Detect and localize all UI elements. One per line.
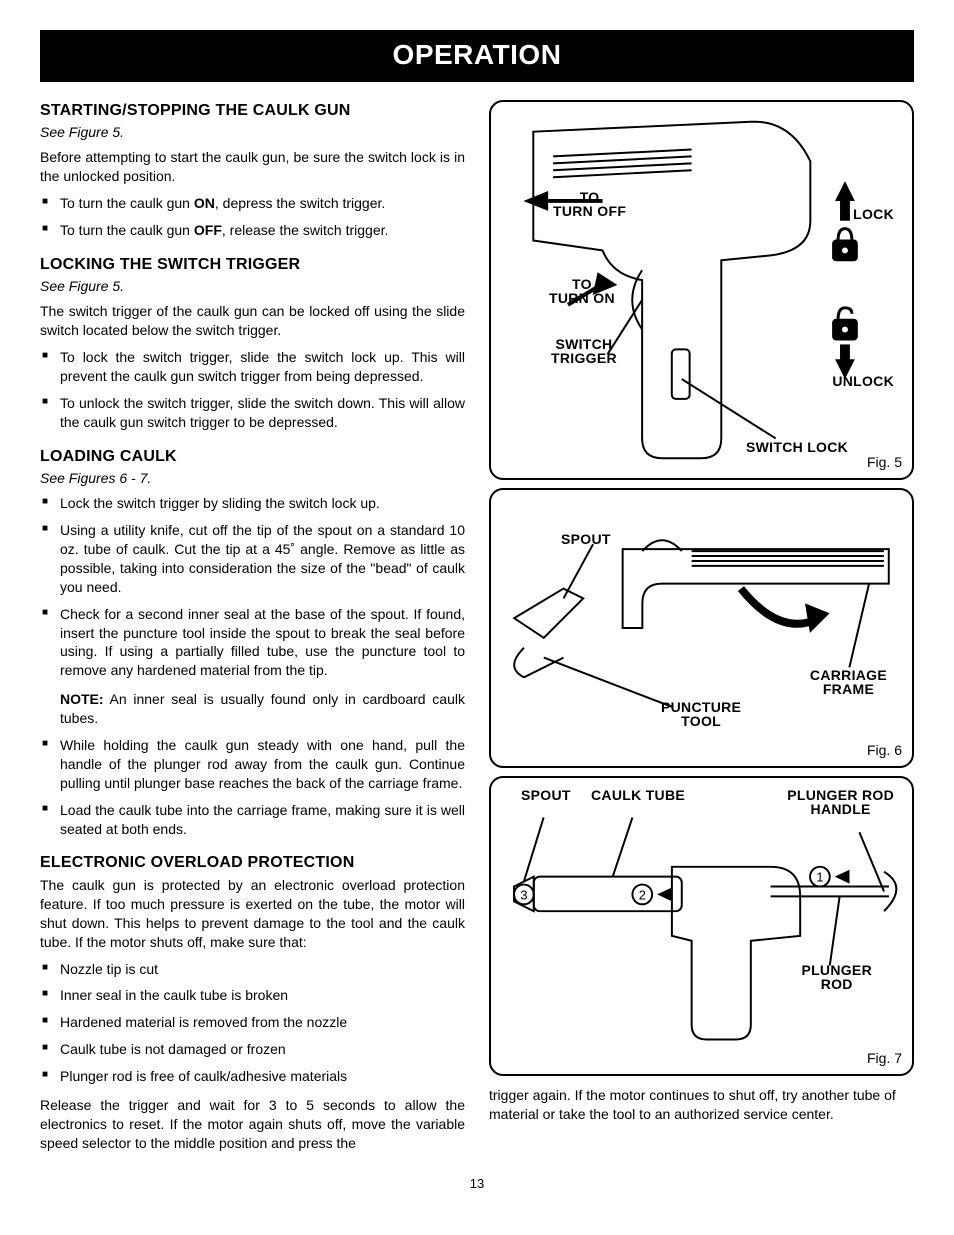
- list-item: Load the caulk tube into the carriage fr…: [40, 801, 465, 839]
- note-paragraph: NOTE: An inner seal is usually found onl…: [40, 690, 465, 728]
- right-column: TOTURN OFF TOTURN ON SWITCHTRIGGER LOCK …: [489, 100, 914, 1161]
- label-caulk-tube: CAULK TUBE: [591, 788, 685, 803]
- list-item: Caulk tube is not damaged or frozen: [40, 1040, 465, 1059]
- page-banner: OPERATION: [40, 30, 914, 82]
- list-item: Using a utility knife, cut off the tip o…: [40, 521, 465, 597]
- figure-7-illustration: 1 2 3: [491, 778, 912, 1074]
- label-spout: SPOUT: [561, 532, 611, 547]
- label-turn-off: TOTURN OFF: [553, 190, 626, 219]
- bullet-list: While holding the caulk gun steady with …: [40, 736, 465, 838]
- two-column-layout: STARTING/STOPPING THE CAULK GUN See Figu…: [40, 100, 914, 1161]
- paragraph: Release the trigger and wait for 3 to 5 …: [40, 1096, 465, 1153]
- list-item: Plunger rod is free of caulk/adhesive ma…: [40, 1067, 465, 1086]
- see-figure-ref: See Figures 6 - 7.: [40, 469, 465, 488]
- see-figure-ref: See Figure 5.: [40, 277, 465, 296]
- heading-loading-caulk: LOADING CAULK: [40, 446, 465, 468]
- list-item: Hardened material is removed from the no…: [40, 1013, 465, 1032]
- paragraph: The caulk gun is protected by an electro…: [40, 876, 465, 952]
- text-bold: ON: [194, 195, 215, 211]
- list-item: Lock the switch trigger by sliding the s…: [40, 494, 465, 513]
- note-label: NOTE:: [60, 691, 104, 707]
- list-item: Nozzle tip is cut: [40, 960, 465, 979]
- see-figure-ref: See Figure 5.: [40, 123, 465, 142]
- label-switch-trigger: SWITCHTRIGGER: [551, 337, 617, 366]
- list-item: To unlock the switch trigger, slide the …: [40, 394, 465, 432]
- figure-caption: Fig. 7: [867, 1049, 902, 1068]
- list-item: While holding the caulk gun steady with …: [40, 736, 465, 793]
- heading-locking-trigger: LOCKING THE SWITCH TRIGGER: [40, 254, 465, 276]
- bullet-list: Lock the switch trigger by sliding the s…: [40, 494, 465, 680]
- svg-text:2: 2: [639, 887, 646, 902]
- bullet-list: Nozzle tip is cut Inner seal in the caul…: [40, 960, 465, 1086]
- figure-6-box: SPOUT PUNCTURETOOL CARRIAGEFRAME Fig. 6: [489, 488, 914, 768]
- left-column: STARTING/STOPPING THE CAULK GUN See Figu…: [40, 100, 465, 1161]
- label-plunger-rod-handle: PLUNGER RODHANDLE: [787, 788, 894, 817]
- figure-5-box: TOTURN OFF TOTURN ON SWITCHTRIGGER LOCK …: [489, 100, 914, 480]
- bullet-list: To turn the caulk gun ON, depress the sw…: [40, 194, 465, 240]
- svg-text:1: 1: [816, 869, 823, 884]
- figure-caption: Fig. 5: [867, 453, 902, 472]
- svg-text:3: 3: [520, 887, 527, 902]
- label-lock: LOCK: [853, 207, 894, 222]
- text: To turn the caulk gun: [60, 195, 194, 211]
- list-item: Check for a second inner seal at the bas…: [40, 605, 465, 681]
- label-turn-on: TOTURN ON: [549, 277, 615, 306]
- list-item: To turn the caulk gun ON, depress the sw…: [40, 194, 465, 213]
- text-bold: OFF: [194, 222, 222, 238]
- note-text: An inner seal is usually found only in c…: [60, 691, 465, 726]
- text: To turn the caulk gun: [60, 222, 194, 238]
- list-item: To turn the caulk gun OFF, release the s…: [40, 221, 465, 240]
- heading-overload-protection: ELECTRONIC OVERLOAD PROTECTION: [40, 852, 465, 874]
- label-carriage-frame: CARRIAGEFRAME: [810, 668, 887, 697]
- label-puncture-tool: PUNCTURETOOL: [661, 700, 741, 729]
- bullet-list: To lock the switch trigger, slide the sw…: [40, 348, 465, 432]
- label-spout-7: SPOUT: [521, 788, 571, 803]
- paragraph: Before attempting to start the caulk gun…: [40, 148, 465, 186]
- heading-starting-stopping: STARTING/STOPPING THE CAULK GUN: [40, 100, 465, 122]
- label-switch-lock: SWITCH LOCK: [746, 440, 848, 455]
- continuation-paragraph: trigger again. If the motor continues to…: [489, 1086, 914, 1124]
- figure-caption: Fig. 6: [867, 741, 902, 760]
- text: , depress the switch trigger.: [215, 195, 385, 211]
- list-item: To lock the switch trigger, slide the sw…: [40, 348, 465, 386]
- paragraph: The switch trigger of the caulk gun can …: [40, 302, 465, 340]
- figure-7-box: 1 2 3 SPOUT CAULK TUBE PLUNGER RODHANDLE…: [489, 776, 914, 1076]
- list-item: Inner seal in the caulk tube is broken: [40, 986, 465, 1005]
- text: , release the switch trigger.: [222, 222, 389, 238]
- label-plunger-rod: PLUNGERROD: [801, 963, 872, 992]
- page-number: 13: [40, 1175, 914, 1193]
- label-unlock: UNLOCK: [832, 374, 894, 389]
